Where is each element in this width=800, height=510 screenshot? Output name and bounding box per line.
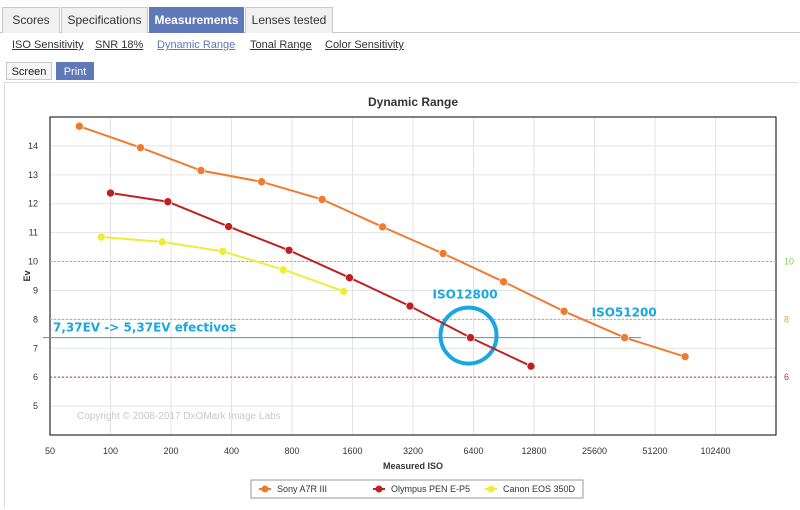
x-tick-label: 400 (224, 446, 239, 456)
tab-scores[interactable]: Scores (2, 7, 60, 33)
x-tick-label: 200 (163, 446, 178, 456)
legend-swatch-marker (487, 485, 495, 493)
series-line (101, 236, 345, 293)
series-2 (97, 232, 349, 296)
legend: Sony A7R III Olympus PEN E-P5 Canon EOS 35… (250, 479, 584, 499)
y-tick-label: 6 (33, 372, 38, 382)
data-point[interactable] (257, 177, 266, 187)
data-point[interactable] (620, 333, 629, 342)
reference-line-label: 6 (784, 372, 789, 382)
y-tick-label: 9 (33, 285, 38, 295)
reference-line-label: 10 (784, 257, 794, 267)
data-point[interactable] (224, 222, 233, 231)
series-0 (75, 121, 690, 361)
print-button[interactable]: Print (56, 62, 94, 80)
subtab-iso-sensitivity[interactable]: ISO Sensitivity (12, 39, 84, 51)
y-axis-label: Ev (22, 270, 32, 281)
y-tick-label: 5 (33, 401, 38, 411)
annotation-label-ev: 7,37EV -> 5,37EV efectivos (53, 321, 236, 335)
y-tick-label: 8 (33, 314, 38, 324)
subtab-tonal-range[interactable]: Tonal Range (250, 39, 312, 51)
y-tick-label: 13 (28, 170, 38, 180)
chart-panel: Copyright © 2008-2017 DxOMark Image Labs… (4, 82, 798, 508)
x-axis-label: Measured ISO (383, 461, 443, 471)
data-point[interactable] (499, 277, 508, 287)
data-point[interactable] (278, 265, 288, 274)
annotation-label-iso51200: ISO51200 (592, 306, 657, 320)
y-tick-label: 10 (28, 257, 38, 267)
grid (49, 117, 776, 435)
view-mode-buttons: Screen Print (0, 62, 800, 82)
copyright-watermark: Copyright © 2008-2017 DxOMark Image Labs (77, 411, 281, 422)
data-point[interactable] (284, 245, 294, 255)
main-tabs: Scores Specifications Measurements Lense… (0, 0, 800, 33)
reference-lines: 10 8 6 (50, 257, 794, 382)
chart-title: Dynamic Range (368, 95, 458, 109)
x-tick-label: 102400 (700, 446, 730, 456)
data-point[interactable] (218, 247, 228, 256)
x-tick-label: 1600 (342, 446, 362, 456)
data-point[interactable] (75, 121, 84, 131)
data-point[interactable] (106, 188, 115, 198)
legend-entry[interactable]: Canon EOS 350D (503, 484, 576, 494)
x-tick-label: 800 (284, 446, 299, 456)
y-tick-label: 7 (33, 343, 38, 353)
data-point[interactable] (559, 306, 569, 316)
x-tick-label: 51200 (642, 446, 667, 456)
x-tick-label: 3200 (403, 446, 423, 456)
plot-area-frame (49, 116, 777, 436)
x-tick-label: 25600 (582, 446, 607, 456)
annotation-label-iso12800: ISO12800 (433, 288, 498, 302)
subtab-snr-18[interactable]: SNR 18% (95, 39, 144, 51)
data-point[interactable] (339, 287, 349, 296)
tab-lenses-tested[interactable]: Lenses tested (245, 7, 333, 33)
legend-swatch-marker (375, 485, 383, 493)
highlight-circle (438, 305, 499, 366)
data-point[interactable] (157, 237, 167, 247)
legend-entry[interactable]: Olympus PEN E-P5 (391, 484, 470, 494)
annotations: 7,37EV -> 5,37EV efectivos ISO12800 ISO512… (43, 288, 657, 366)
subtab-color-sensitivity[interactable]: Color Sensitivity (325, 39, 404, 51)
dynamic-range-chart: Copyright © 2008-2017 DxOMark Image Labs… (22, 95, 794, 499)
x-tick-label: 100 (103, 446, 118, 456)
reference-line-label: 8 (784, 314, 789, 324)
y-tick-label: 11 (29, 228, 38, 238)
measurement-subtabs: ISO Sensitivity SNR 18% Dynamic Range To… (0, 33, 800, 59)
data-point[interactable] (317, 195, 327, 204)
data-point[interactable] (438, 249, 448, 258)
x-tick-label: 6400 (463, 446, 483, 456)
data-series (75, 121, 690, 371)
data-point[interactable] (466, 333, 475, 342)
y-tick-label: 14 (28, 141, 38, 151)
x-tick-label: 12800 (521, 446, 546, 456)
x-tick-label: 50 (45, 446, 55, 456)
series-1 (106, 188, 536, 371)
axes: 50 100 200 400 800 1600 3200 6400 12800 25600 5120… (28, 141, 731, 456)
data-point[interactable] (345, 273, 354, 283)
series-line (110, 192, 532, 368)
data-point[interactable] (378, 222, 387, 232)
legend-swatch-marker (261, 485, 269, 493)
tab-measurements[interactable]: Measurements (149, 7, 244, 33)
data-point[interactable] (405, 301, 415, 311)
subtab-dynamic-range[interactable]: Dynamic Range (157, 39, 236, 51)
data-point[interactable] (196, 166, 206, 175)
data-point[interactable] (680, 352, 690, 361)
data-point[interactable] (97, 232, 106, 242)
legend-entry[interactable]: Sony A7R III (277, 484, 327, 494)
screen-button[interactable]: Screen (6, 62, 52, 80)
data-point[interactable] (163, 197, 173, 207)
data-point[interactable] (526, 361, 536, 371)
legend-box (250, 479, 584, 499)
tab-specifications[interactable]: Specifications (61, 7, 148, 33)
data-point[interactable] (136, 143, 145, 152)
y-tick-label: 12 (28, 199, 38, 209)
